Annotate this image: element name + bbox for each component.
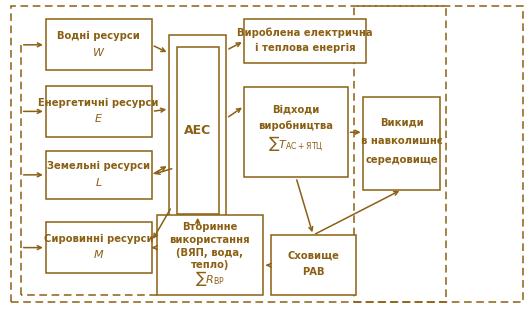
Text: Сховище: Сховище <box>287 250 339 260</box>
FancyBboxPatch shape <box>176 47 219 214</box>
Text: $L$: $L$ <box>95 176 102 188</box>
Text: $W$: $W$ <box>92 46 105 58</box>
Text: Вторинне: Вторинне <box>182 222 237 232</box>
Text: Викиди: Викиди <box>380 117 424 127</box>
Text: Сировинні ресурси: Сировинні ресурси <box>44 234 153 244</box>
Text: Водні ресурси: Водні ресурси <box>57 31 140 41</box>
FancyBboxPatch shape <box>46 151 152 199</box>
Text: використання: використання <box>169 235 250 245</box>
Text: $\sum R_{\mathrm{ВР}}$: $\sum R_{\mathrm{ВР}}$ <box>195 269 225 288</box>
FancyBboxPatch shape <box>46 222 152 273</box>
Text: Енергетичні ресурси: Енергетичні ресурси <box>38 98 159 108</box>
FancyBboxPatch shape <box>244 19 366 63</box>
Text: $\sum T_{\mathrm{АС+ЯТЦ}}$: $\sum T_{\mathrm{АС+ЯТЦ}}$ <box>268 135 324 154</box>
Text: (ВЯП, вода,: (ВЯП, вода, <box>176 248 243 258</box>
Text: АЕС: АЕС <box>184 124 211 137</box>
FancyBboxPatch shape <box>364 97 440 190</box>
FancyBboxPatch shape <box>46 19 152 70</box>
Text: тепло): тепло) <box>191 260 229 270</box>
Text: $E$: $E$ <box>94 112 103 124</box>
Text: Земельні ресурси: Земельні ресурси <box>47 161 150 171</box>
Text: виробництва: виробництва <box>259 120 333 131</box>
Text: $M$: $M$ <box>93 248 104 260</box>
FancyBboxPatch shape <box>46 86 152 137</box>
FancyBboxPatch shape <box>157 215 263 295</box>
Text: Вироблена електрична: Вироблена електрична <box>237 27 373 38</box>
FancyBboxPatch shape <box>244 87 348 177</box>
Text: Відходи: Відходи <box>272 105 320 115</box>
Text: РАВ: РАВ <box>302 267 324 277</box>
Text: середовище: середовище <box>365 155 438 165</box>
FancyBboxPatch shape <box>271 235 356 295</box>
FancyBboxPatch shape <box>169 35 226 227</box>
Text: в навколишнє: в навколишнє <box>361 136 443 146</box>
Text: і теплова енергія: і теплова енергія <box>255 43 356 53</box>
